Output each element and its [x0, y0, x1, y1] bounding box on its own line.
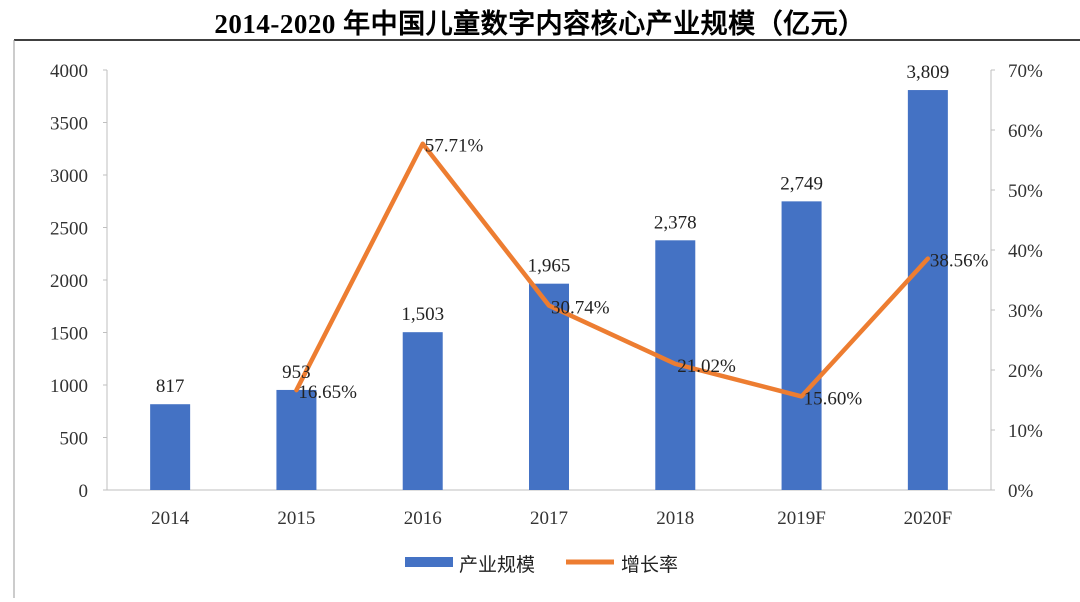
left-tick-label: 3000 — [50, 166, 88, 187]
left-tick-label: 2000 — [50, 271, 88, 292]
bar-label-2017: 1,965 — [528, 256, 571, 277]
x-tick-label: 2015 — [277, 508, 315, 529]
bar-label-2019F: 2,749 — [780, 173, 823, 194]
bar-label-2015: 953 — [282, 362, 311, 383]
bar-label-2018: 2,378 — [654, 212, 697, 233]
bar-data-labels: 817 953 1,503 1,965 2,378 2,749 3,809 — [156, 62, 949, 397]
left-axis-ticks: 0 500 1000 1500 2000 2500 3000 3500 4000 — [50, 61, 107, 502]
right-tick-label: 20% — [1008, 361, 1043, 382]
left-tick-label: 2500 — [50, 219, 88, 240]
chart-title: 2014-2020 年中国儿童数字内容核心产业规模（亿元） — [214, 9, 866, 39]
legend-label-bar: 产业规模 — [459, 554, 535, 576]
x-tick-label: 2016 — [404, 508, 442, 529]
line-series — [294, 141, 931, 399]
line-label-2018: 21.02% — [677, 356, 736, 377]
right-tick-label: 60% — [1008, 121, 1043, 142]
x-tick-label: 2017 — [530, 508, 568, 529]
left-tick-label: 3500 — [50, 114, 88, 135]
line-label-2019F: 15.60% — [804, 388, 863, 409]
x-tick-label: 2018 — [656, 508, 694, 529]
legend-swatch-bar — [405, 557, 453, 567]
x-tick-label: 2014 — [151, 508, 190, 529]
left-tick-label: 0 — [79, 481, 89, 502]
line-label-2020F: 38.56% — [930, 251, 989, 272]
left-tick-label: 500 — [60, 429, 89, 450]
line-label-2017: 30.74% — [551, 298, 610, 319]
legend-label-line: 增长率 — [621, 554, 678, 576]
left-tick-label: 4000 — [50, 61, 88, 82]
right-tick-label: 30% — [1008, 301, 1043, 322]
line-data-labels: 16.65% 57.71% 30.74% 21.02% 15.60% 38.56% — [298, 136, 988, 410]
legend: 产业规模 增长率 — [405, 554, 678, 576]
right-tick-label: 10% — [1008, 421, 1043, 442]
x-axis-labels: 2014 2015 2016 2017 2018 2019F 2020F — [151, 508, 952, 529]
right-tick-label: 0% — [1008, 481, 1034, 502]
line-label-2016: 57.71% — [425, 136, 484, 157]
bar-2016 — [402, 332, 443, 490]
bar-2017 — [529, 283, 569, 490]
line-label-2015: 16.65% — [298, 382, 357, 403]
left-tick-label: 1000 — [50, 376, 88, 397]
right-axis-ticks: 0% 10% 20% 30% 40% 50% 60% 70% — [991, 61, 1043, 502]
bar-2020F — [907, 90, 948, 491]
x-tick-label: 2019F — [777, 508, 826, 529]
bar-label-2014: 817 — [156, 376, 185, 397]
x-tick-label: 2020F — [904, 508, 953, 529]
bar-2015 — [276, 389, 317, 490]
right-tick-label: 70% — [1008, 61, 1043, 82]
bar-label-2020F: 3,809 — [906, 62, 949, 83]
bar-label-2016: 1,503 — [401, 304, 444, 325]
bar-series — [150, 90, 948, 491]
bar-2019F — [781, 201, 822, 491]
growth-rate-line — [294, 141, 931, 399]
left-tick-label: 1500 — [50, 324, 88, 345]
bar-2014 — [150, 404, 191, 490]
right-tick-label: 40% — [1008, 241, 1043, 262]
right-tick-label: 50% — [1008, 181, 1043, 202]
